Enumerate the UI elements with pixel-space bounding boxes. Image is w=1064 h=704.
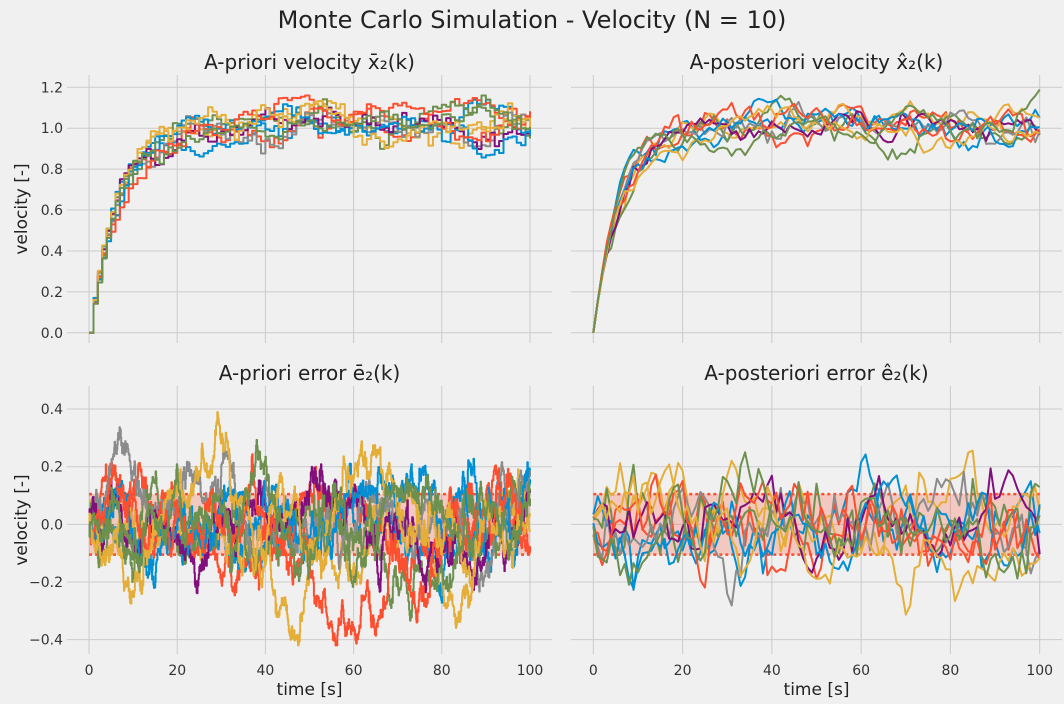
x-tick-label: 20 [674,663,692,679]
y-tick-label: 0.0 [41,326,63,342]
plot-area [592,89,1041,333]
series-run-5 [592,470,1041,607]
x-tick-label: 40 [256,663,274,679]
series-run-9 [88,411,531,605]
x-tick-label: 100 [1026,663,1053,679]
series-run-10 [88,438,531,582]
subplot-bottom-right: 0 20 40 60 80 100 A-posteriori error ê₂(k) time… [571,361,1062,700]
x-tick-label: 0 [85,663,94,679]
plot-area [88,411,531,647]
x-tick-label: 100 [517,663,544,679]
x-tick-label: 0 [589,663,598,679]
series-run-10 [592,89,1041,333]
x-axis-label: time [s] [784,680,850,700]
y-tick-label: 0.4 [41,402,63,418]
series-run-8 [89,94,531,334]
x-tick-label: 20 [168,663,186,679]
x-axis-label: time [s] [277,680,343,700]
subplot-top-left: 0.0 0.2 0.4 0.6 0.8 1.0 1.2 A-priori velocity x… [12,50,552,343]
subplot-title: A-posteriori velocity x̂₂(k) [690,50,944,74]
x-tick-label: 80 [433,663,451,679]
series-run-9 [89,100,531,334]
y-tick-label: −0.4 [29,633,63,649]
plot-area [89,94,531,334]
series-run-8 [592,101,1041,333]
x-tick-label: 80 [941,663,959,679]
y-tick-label: 0.4 [41,244,63,260]
subplot-top-right: A-posteriori velocity x̂₂(k) [571,50,1062,343]
series-run-7 [592,97,1040,333]
y-tick-label: 0.6 [41,203,63,219]
subplot-bottom-left: 0 20 40 60 80 100 −0.4 −0.2 0.0 0.2 0.4 A-priori er… [12,361,552,700]
y-tick-label: −0.2 [29,575,63,591]
subplot-title: A-priori velocity x̄₂(k) [204,50,415,74]
series-run-6 [592,467,1041,574]
x-tick-label: 60 [852,663,870,679]
subplot-title: A-posteriori error ê₂(k) [704,361,928,385]
series-run-6 [592,110,1041,333]
y-tick-label: 1.2 [41,80,63,96]
y-tick-label: 0.0 [41,517,63,533]
x-tick-label: 40 [763,663,781,679]
series-run-10 [592,451,1041,586]
series-run-10 [89,94,531,334]
y-tick-label: 0.2 [41,460,63,476]
x-tick-label: 60 [345,663,363,679]
subplot-title: A-priori error ē₂(k) [219,361,401,385]
y-tick-label: 0.2 [41,285,63,301]
plot-area [592,449,1041,616]
y-axis-label: velocity [-] [12,163,32,254]
series-run-9 [592,463,1041,616]
y-tick-label: 1.0 [41,121,63,137]
figure-suptitle: Monte Carlo Simulation - Velocity (N = 1… [278,6,787,34]
y-tick-label: 0.8 [41,162,63,178]
series-run-3 [592,100,1041,333]
subplots-grid: 0.0 0.2 0.4 0.6 0.8 1.0 1.2 A-priori velocity x… [12,50,1062,700]
y-axis-label: velocity [-] [12,474,32,565]
